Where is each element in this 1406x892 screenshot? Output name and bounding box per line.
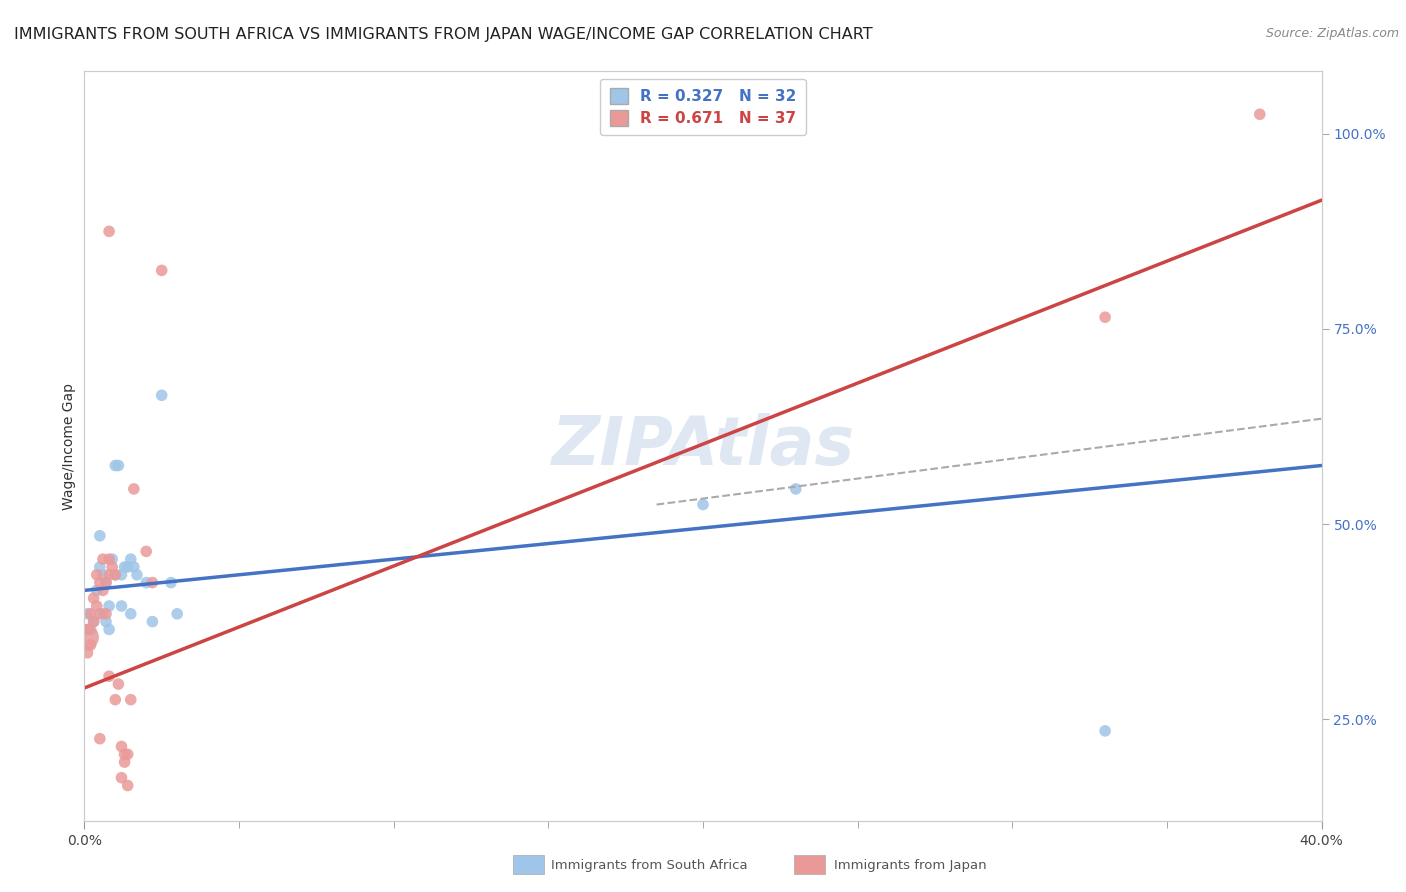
Point xyxy=(89,560,111,574)
Point xyxy=(110,739,132,754)
Legend: R = 0.327   N = 32, R = 0.671   N = 37: R = 0.327 N = 32, R = 0.671 N = 37 xyxy=(600,79,806,136)
Point xyxy=(135,544,157,558)
Point xyxy=(120,692,142,706)
Point xyxy=(141,615,163,629)
Point xyxy=(89,607,111,621)
Point xyxy=(91,583,114,598)
Point xyxy=(150,263,173,277)
Point xyxy=(94,615,117,629)
Point xyxy=(91,607,114,621)
Point xyxy=(1249,107,1271,121)
Point xyxy=(98,623,121,637)
Point xyxy=(94,575,117,590)
Point xyxy=(98,567,121,582)
Point xyxy=(91,552,114,566)
Point xyxy=(79,623,101,637)
Point xyxy=(150,388,173,402)
Point xyxy=(94,607,117,621)
Point xyxy=(86,567,108,582)
Point xyxy=(89,575,111,590)
Y-axis label: Wage/Income Gap: Wage/Income Gap xyxy=(62,383,76,509)
Point xyxy=(101,560,124,574)
Point xyxy=(94,575,117,590)
Point xyxy=(98,552,121,566)
Point xyxy=(110,567,132,582)
Point xyxy=(76,607,98,621)
Point xyxy=(120,552,142,566)
Point xyxy=(101,552,124,566)
Point xyxy=(98,224,121,238)
Point xyxy=(160,575,183,590)
Point xyxy=(104,458,127,473)
Text: Immigrants from Japan: Immigrants from Japan xyxy=(834,859,987,871)
Point xyxy=(104,567,127,582)
Point xyxy=(89,529,111,543)
Point xyxy=(76,646,98,660)
Point xyxy=(83,615,105,629)
Point xyxy=(75,630,97,644)
Point xyxy=(114,747,136,762)
Point xyxy=(79,607,101,621)
Text: IMMIGRANTS FROM SOUTH AFRICA VS IMMIGRANTS FROM JAPAN WAGE/INCOME GAP CORRELATIO: IMMIGRANTS FROM SOUTH AFRICA VS IMMIGRAN… xyxy=(14,27,873,42)
Point xyxy=(104,567,127,582)
Point xyxy=(1094,723,1116,738)
Point xyxy=(104,692,127,706)
Point xyxy=(117,779,139,793)
Point xyxy=(107,458,129,473)
Point xyxy=(120,607,142,621)
Point xyxy=(91,567,114,582)
Point xyxy=(125,567,148,582)
Point xyxy=(1094,310,1116,325)
Point xyxy=(114,560,136,574)
Text: ZIPAtlas: ZIPAtlas xyxy=(551,413,855,479)
Point xyxy=(79,638,101,652)
Point xyxy=(98,599,121,613)
Point xyxy=(166,607,188,621)
Point xyxy=(76,623,98,637)
Point xyxy=(117,747,139,762)
Point xyxy=(110,771,132,785)
Point xyxy=(110,599,132,613)
Point xyxy=(122,482,145,496)
Point xyxy=(83,615,105,629)
Point xyxy=(122,560,145,574)
Point xyxy=(117,560,139,574)
Point xyxy=(83,591,105,606)
Point xyxy=(86,583,108,598)
Point xyxy=(89,731,111,746)
Point xyxy=(135,575,157,590)
Point xyxy=(114,755,136,769)
Point xyxy=(98,669,121,683)
Point xyxy=(107,677,129,691)
Point xyxy=(86,599,108,613)
Point xyxy=(141,575,163,590)
Point xyxy=(692,498,714,512)
Text: Source: ZipAtlas.com: Source: ZipAtlas.com xyxy=(1265,27,1399,40)
Text: Immigrants from South Africa: Immigrants from South Africa xyxy=(551,859,748,871)
Point xyxy=(785,482,807,496)
